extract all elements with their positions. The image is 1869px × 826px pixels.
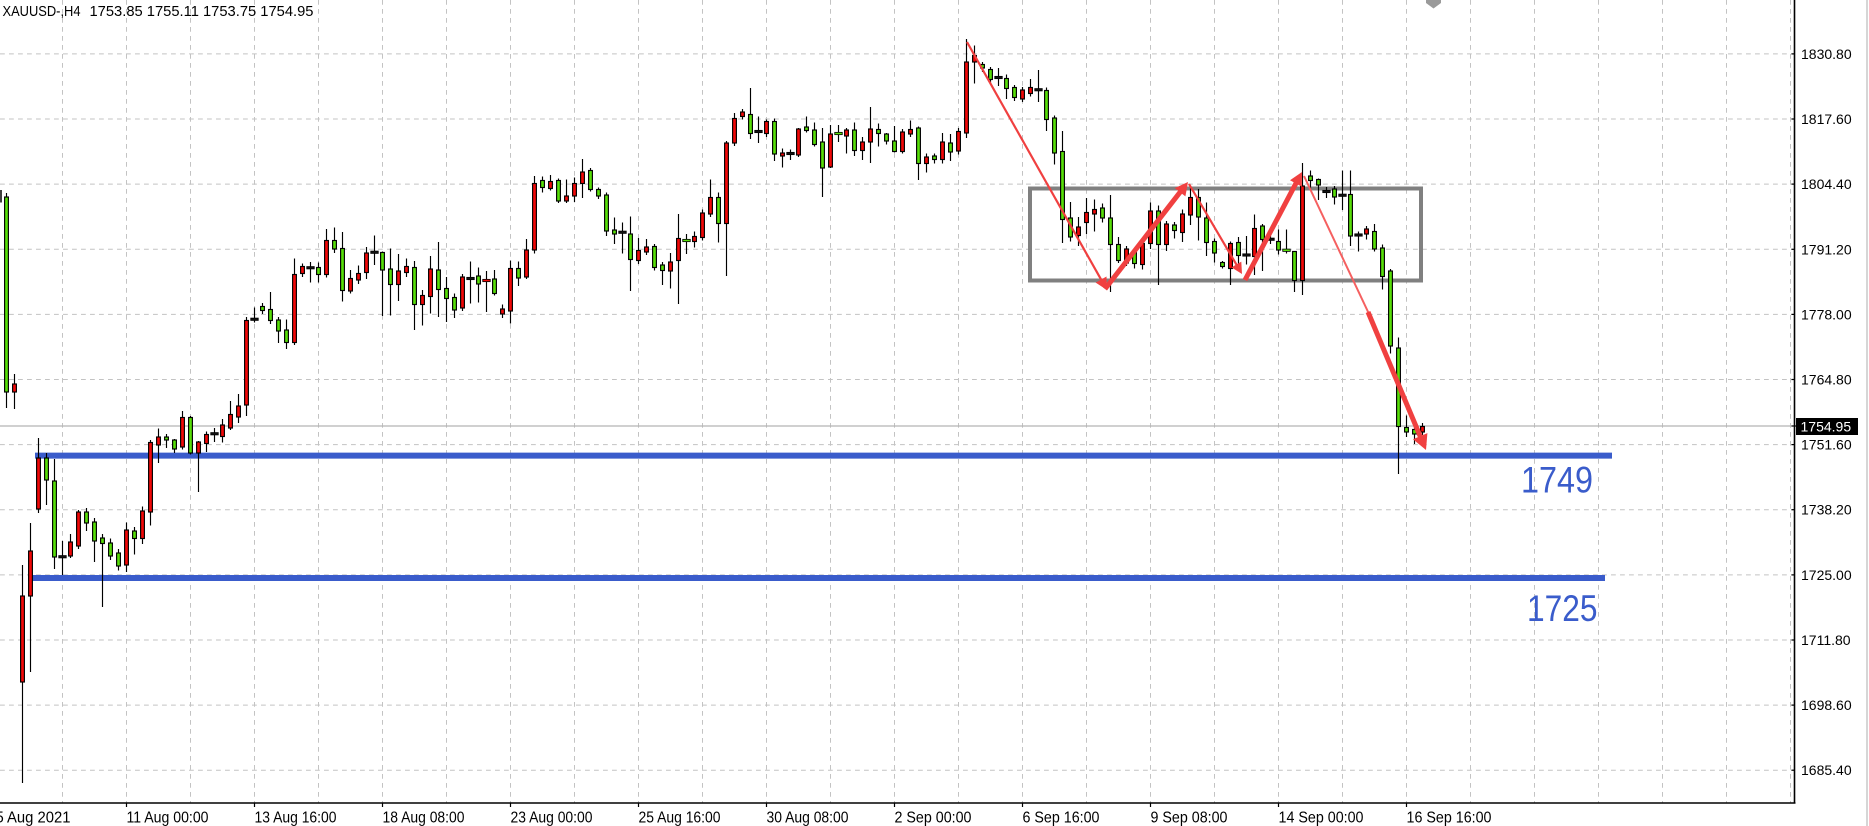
svg-text:16 Sep 16:00: 16 Sep 16:00 xyxy=(1407,810,1492,826)
svg-text:XAUUSD-,H4: XAUUSD-,H4 xyxy=(3,4,81,20)
svg-text:1753.85 1755.11 1753.75 1754.9: 1753.85 1755.11 1753.75 1754.95 xyxy=(90,4,314,20)
svg-text:1830.80: 1830.80 xyxy=(1801,46,1852,62)
svg-text:1725.00: 1725.00 xyxy=(1801,567,1852,583)
svg-text:1778.00: 1778.00 xyxy=(1801,306,1852,322)
svg-text:11 Aug 00:00: 11 Aug 00:00 xyxy=(127,810,209,826)
svg-text:1754.95: 1754.95 xyxy=(1801,419,1852,435)
svg-text:14 Sep 00:00: 14 Sep 00:00 xyxy=(1279,810,1364,826)
svg-text:1804.40: 1804.40 xyxy=(1801,176,1852,192)
svg-text:1791.20: 1791.20 xyxy=(1801,241,1852,257)
svg-text:2 Sep 00:00: 2 Sep 00:00 xyxy=(895,810,972,826)
svg-text:23 Aug 00:00: 23 Aug 00:00 xyxy=(511,810,593,826)
svg-text:1764.80: 1764.80 xyxy=(1801,372,1852,388)
svg-text:13 Aug 16:00: 13 Aug 16:00 xyxy=(255,810,337,826)
svg-text:6 Sep 16:00: 6 Sep 16:00 xyxy=(1023,810,1100,826)
svg-text:1698.60: 1698.60 xyxy=(1801,697,1852,713)
svg-text:30 Aug 08:00: 30 Aug 08:00 xyxy=(767,810,849,826)
svg-text:18 Aug 08:00: 18 Aug 08:00 xyxy=(383,810,465,826)
svg-text:1738.20: 1738.20 xyxy=(1801,502,1852,518)
svg-text:1817.60: 1817.60 xyxy=(1801,111,1852,127)
svg-text:1725: 1725 xyxy=(1527,587,1598,629)
svg-text:1751.60: 1751.60 xyxy=(1801,437,1852,453)
svg-text:5 Aug 2021: 5 Aug 2021 xyxy=(0,810,71,826)
svg-text:1685.40: 1685.40 xyxy=(1801,762,1852,778)
svg-text:1711.80: 1711.80 xyxy=(1801,632,1851,648)
svg-text:9 Sep 08:00: 9 Sep 08:00 xyxy=(1151,810,1228,826)
svg-text:25 Aug 16:00: 25 Aug 16:00 xyxy=(639,810,721,826)
svg-text:1749: 1749 xyxy=(1521,459,1593,501)
